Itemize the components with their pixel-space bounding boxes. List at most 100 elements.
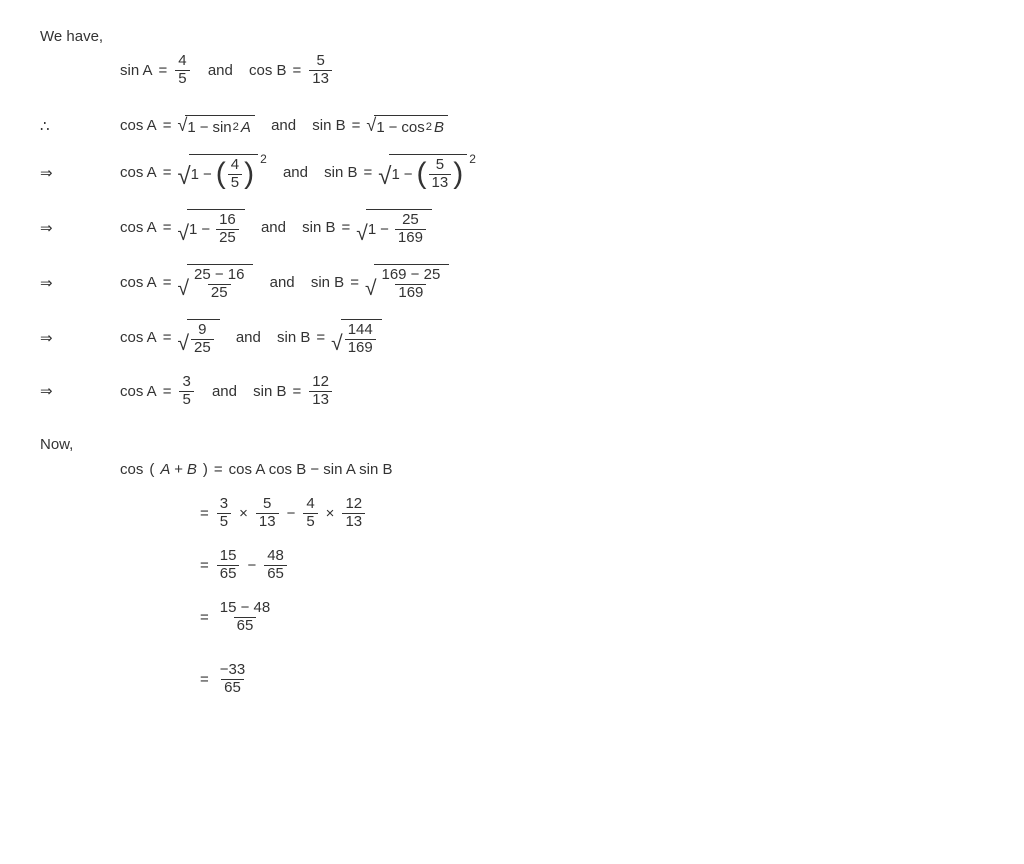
step5-expr: cos A = √ 9 25 and sin B = √ 144 169: [120, 319, 382, 356]
den: 13: [256, 513, 279, 531]
sqrt-body: 9 25: [187, 319, 220, 356]
eq: =: [350, 274, 359, 291]
sqrt-body: 169 − 25 169: [374, 264, 449, 301]
num: 3: [179, 374, 193, 391]
calc4-expr: = −33 65: [200, 662, 250, 696]
A: A: [241, 119, 251, 136]
eq: =: [159, 62, 168, 79]
step2-expr: cos A = √ 1 − ( 4 5 ) 2 and sin B =: [120, 154, 476, 191]
den: 169: [345, 339, 376, 357]
cosB-label: cos B: [249, 62, 287, 79]
exp: 2: [260, 152, 267, 166]
eq: =: [163, 329, 172, 346]
lparen: (: [216, 162, 226, 186]
AplusB: A + B: [160, 461, 197, 478]
num: 5: [313, 53, 327, 70]
frac: 3 5: [217, 496, 231, 530]
sinB-label: sin B: [312, 117, 345, 134]
eq: =: [293, 383, 302, 400]
now-text: Now,: [40, 436, 984, 453]
step1-line: ∴ cos A = √ 1 − sin2 A and sin B = √ 1 −…: [40, 115, 984, 136]
implies: ⇒: [40, 274, 120, 292]
num: 169 − 25: [378, 267, 443, 284]
sqrt-body: 1 − ( 5 13 ): [389, 154, 467, 191]
one: 1: [187, 119, 195, 136]
intro-label: We have,: [40, 28, 103, 45]
num: 12: [342, 496, 365, 513]
sqrt: √ 9 25: [177, 319, 219, 356]
minus: −: [389, 119, 398, 136]
den: 25: [216, 229, 239, 247]
num: 4: [228, 157, 242, 174]
calc2-expr: = 15 65 − 48 65: [200, 548, 289, 582]
one: 1: [376, 119, 384, 136]
sqrt-body: 1 − 16 25: [187, 209, 245, 246]
and: and: [236, 329, 261, 346]
cos-label: cos: [120, 461, 143, 478]
num: −33: [217, 662, 248, 679]
B: B: [434, 119, 444, 136]
and: and: [208, 62, 233, 79]
num: 25 − 16: [191, 267, 247, 284]
minus: −: [200, 119, 209, 136]
frac: −33 65: [217, 662, 248, 696]
given-line: sin A = 4 5 and cos B = 5 13: [120, 53, 984, 87]
eq: =: [352, 117, 361, 134]
sinB-label: sin B: [253, 383, 286, 400]
cosA-label: cos A: [120, 164, 157, 181]
sqrt-body: 25 − 16 25: [187, 264, 253, 301]
eq: =: [200, 609, 209, 626]
one: 1: [191, 166, 199, 183]
cosA-label: cos A: [120, 117, 157, 134]
frac: 5 13: [256, 496, 279, 530]
eq: =: [163, 219, 172, 236]
den: 169: [395, 284, 426, 302]
num: 25: [399, 212, 422, 229]
step6-line: ⇒ cos A = 3 5 and sin B = 12 13: [40, 374, 984, 408]
exp: 2: [469, 152, 476, 166]
calc2-line: = 15 65 − 48 65: [200, 548, 984, 582]
times: ×: [239, 505, 248, 522]
frac: 12 13: [342, 496, 365, 530]
num: 5: [433, 157, 447, 174]
given-expr: sin A = 4 5 and cos B = 5 13: [120, 53, 334, 87]
sinB-label: sin B: [311, 274, 344, 291]
num: 144: [345, 322, 376, 339]
frac: 169 − 25 169: [378, 267, 443, 301]
calc3-expr: = 15 − 48 65: [200, 600, 275, 634]
num: 15: [217, 548, 240, 565]
den: 13: [342, 513, 365, 531]
frac: 16 25: [216, 212, 239, 246]
frac: 9 25: [191, 322, 214, 356]
eq: =: [163, 117, 172, 134]
den: 13: [429, 174, 452, 192]
step5-line: ⇒ cos A = √ 9 25 and sin B = √ 144 169: [40, 319, 984, 356]
sqrt: √ 1 − sin2 A: [177, 115, 254, 136]
den: 25: [208, 284, 231, 302]
rparen: ): [244, 162, 254, 186]
sin-label: sin: [212, 119, 231, 136]
rparen: ): [203, 461, 208, 478]
step4-line: ⇒ cos A = √ 25 − 16 25 and sin B = √ 169…: [40, 264, 984, 301]
intro-text: We have,: [40, 28, 984, 45]
sqrt: √ 1 − 16 25: [177, 209, 244, 246]
sqrt: √ 1 − 25 169: [356, 209, 432, 246]
minus: −: [287, 505, 296, 522]
den: 5: [217, 513, 231, 531]
den: 5: [175, 70, 189, 88]
exp: 2: [426, 121, 432, 133]
frac: 48 65: [264, 548, 287, 582]
num: 48: [264, 548, 287, 565]
and: and: [212, 383, 237, 400]
cosAB-line: cos (A + B) = cos A cos B − sin A sin B: [120, 461, 984, 478]
frac: 15 − 48 65: [217, 600, 273, 634]
paren-frac: ( 5 13 ): [417, 157, 464, 191]
eq: =: [342, 219, 351, 236]
implies: ⇒: [40, 382, 120, 400]
one: 1: [189, 221, 197, 238]
eq: =: [163, 164, 172, 181]
sqrt: √ 1 − ( 4 5 ) 2: [177, 154, 266, 191]
eq: =: [214, 461, 223, 478]
sqrt: √ 1 − cos2 B: [366, 115, 448, 136]
frac: 4 5: [303, 496, 317, 530]
